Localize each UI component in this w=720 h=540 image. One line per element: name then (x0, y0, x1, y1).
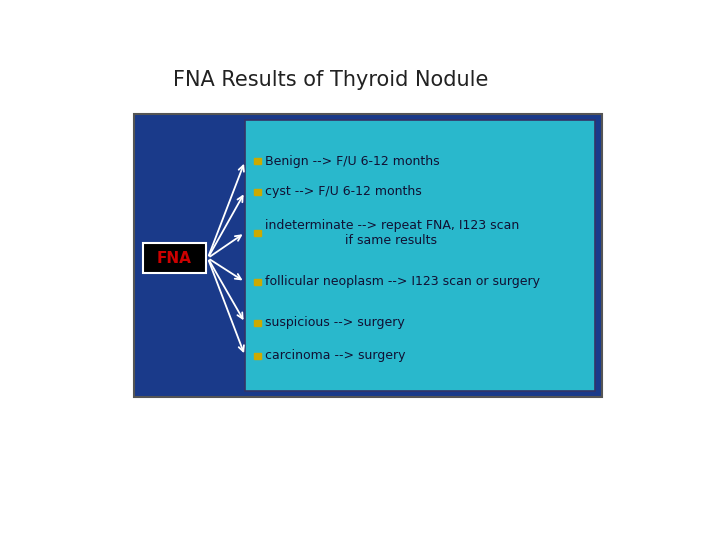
Bar (254, 230, 261, 236)
Text: indeterminate --> repeat FNA, I123 scan
                    if same results: indeterminate --> repeat FNA, I123 scan … (265, 219, 519, 247)
Text: Benign --> F/U 6-12 months: Benign --> F/U 6-12 months (265, 154, 440, 167)
Bar (254, 353, 261, 359)
Text: carcinoma --> surgery: carcinoma --> surgery (265, 349, 405, 362)
Text: suspicious --> surgery: suspicious --> surgery (265, 316, 405, 329)
Bar (143, 244, 206, 273)
Bar (254, 279, 261, 285)
Text: cyst --> F/U 6-12 months: cyst --> F/U 6-12 months (265, 185, 422, 198)
Text: FNA: FNA (157, 251, 192, 266)
Text: FNA Results of Thyroid Nodule: FNA Results of Thyroid Nodule (173, 70, 488, 90)
Bar (254, 189, 261, 195)
Bar (254, 158, 261, 164)
Bar (254, 320, 261, 326)
Text: follicular neoplasm --> I123 scan or surgery: follicular neoplasm --> I123 scan or sur… (265, 275, 540, 288)
Bar (245, 120, 595, 392)
Bar (134, 114, 601, 397)
